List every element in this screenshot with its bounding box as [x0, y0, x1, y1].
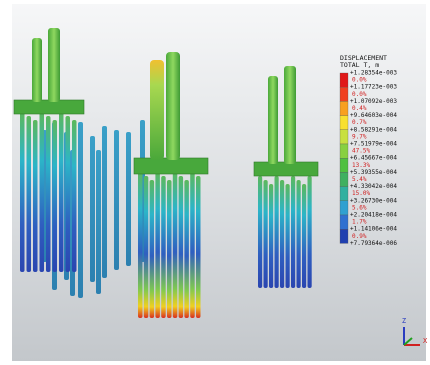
- legend-level: +5.39355e-004: [350, 169, 397, 176]
- pile: [280, 180, 284, 288]
- pile: [161, 176, 166, 318]
- legend-level: +2.20418e-004: [350, 212, 397, 219]
- pile: [291, 176, 295, 288]
- legend-percent: 5.4%: [352, 176, 367, 183]
- pile: [269, 184, 273, 288]
- pile-cap: [254, 162, 318, 176]
- pile: [59, 112, 64, 272]
- pile: [286, 184, 290, 288]
- legend-level: +1.28354e-003: [350, 70, 397, 77]
- legend-level: +1.14106e-004: [350, 226, 397, 233]
- pile-cap: [134, 158, 208, 174]
- legend-swatch: [340, 101, 348, 115]
- legend-percent: 15.0%: [352, 190, 370, 197]
- z-label: Z: [402, 317, 406, 325]
- free-pile: [102, 126, 107, 278]
- pile: [150, 180, 155, 318]
- pile: [155, 172, 160, 318]
- legend-percent: 0.9%: [352, 233, 367, 240]
- viewport: DISPLACEMENT TOTAL T, m +1.28354e-003+1.…: [0, 0, 430, 365]
- pile-cap: [14, 100, 84, 114]
- tower: [48, 28, 60, 102]
- legend-percent: 0.0%: [352, 77, 367, 84]
- pile: [138, 172, 143, 318]
- pile: [46, 116, 51, 272]
- pile: [184, 180, 189, 318]
- pile: [53, 120, 58, 272]
- legend-percent: 47.5%: [352, 148, 370, 155]
- pile: [173, 172, 178, 318]
- free-pile: [114, 130, 119, 270]
- pile: [264, 180, 268, 288]
- legend-swatch: [340, 201, 348, 215]
- legend-percent: 5.6%: [352, 204, 367, 211]
- legend-swatch: [340, 172, 348, 186]
- legend-level: +6.45667e-004: [350, 155, 397, 162]
- pile: [27, 116, 32, 272]
- legend-percent: 0.0%: [352, 91, 367, 98]
- legend-level: +1.07092e-003: [350, 98, 397, 105]
- legend-percent: 13.3%: [352, 162, 370, 169]
- pile: [167, 180, 172, 318]
- legend-swatch: [340, 144, 348, 158]
- legend-level: +9.64603e-004: [350, 112, 397, 119]
- pile: [144, 176, 149, 318]
- legend-swatch: [340, 87, 348, 101]
- pile: [196, 176, 201, 318]
- pile: [308, 176, 312, 288]
- tower: [150, 60, 164, 160]
- x-label: X: [423, 337, 428, 345]
- tower: [166, 52, 180, 160]
- pile: [258, 176, 262, 288]
- pile: [275, 176, 279, 288]
- legend-swatch: [340, 73, 348, 87]
- legend-swatch: [340, 130, 348, 144]
- legend-swatch: [340, 187, 348, 201]
- pile: [33, 120, 38, 272]
- page: DISPLACEMENT TOTAL T, m +1.28354e-003+1.…: [0, 0, 430, 365]
- pile: [72, 120, 77, 272]
- tower: [32, 38, 42, 102]
- legend-swatch: [340, 229, 348, 243]
- pile: [20, 112, 25, 272]
- legend-percent: 0.7%: [352, 119, 367, 126]
- tower: [284, 66, 296, 164]
- free-pile: [96, 150, 101, 294]
- legend-level: +4.33042e-004: [350, 183, 397, 190]
- pile: [66, 116, 71, 272]
- legend-swatch: [340, 215, 348, 229]
- free-pile: [126, 132, 131, 266]
- pile: [40, 112, 45, 272]
- tower: [268, 76, 278, 164]
- legend-swatch: [340, 116, 348, 130]
- legend-subtitle: TOTAL T, m: [340, 61, 379, 69]
- legend-level: +3.26730e-004: [350, 197, 397, 204]
- free-pile: [78, 122, 83, 298]
- legend-level: +7.51979e-004: [350, 141, 397, 148]
- pile: [302, 184, 306, 288]
- legend-level: +8.58291e-004: [350, 126, 397, 133]
- legend-level: +1.17723e-003: [350, 84, 397, 91]
- free-pile: [90, 136, 95, 282]
- pile: [297, 180, 301, 288]
- legend-level: +7.79364e-006: [350, 240, 397, 247]
- legend-percent: 9.7%: [352, 133, 367, 140]
- legend-percent: 1.7%: [352, 219, 367, 226]
- pile: [190, 172, 195, 318]
- legend-percent: 0.4%: [352, 105, 367, 112]
- legend-swatch: [340, 158, 348, 172]
- pile: [179, 176, 184, 318]
